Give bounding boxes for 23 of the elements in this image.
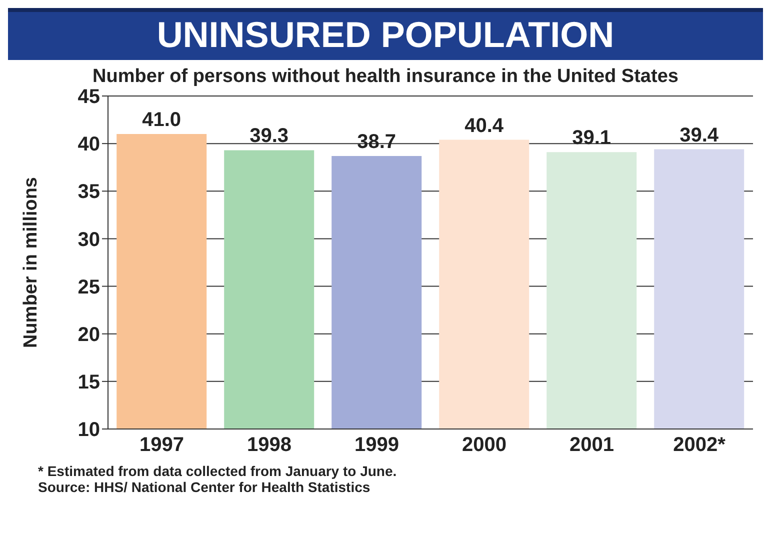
- chart-title: UNINSURED POPULATION: [8, 8, 763, 60]
- x-tick-label: 2001: [570, 434, 614, 456]
- x-tick-label: 2000: [462, 434, 506, 456]
- y-tick-label: 25: [78, 276, 100, 298]
- data-label: 41.0: [142, 109, 182, 132]
- text: * Estimated from data collected from January to June.: [38, 463, 398, 479]
- chart-subtitle: Number of persons without health insurance in the United States: [92, 66, 680, 88]
- y-tick-label: 35: [78, 181, 100, 204]
- y-tick-label: 40: [78, 134, 100, 156]
- x-tick-label: 1999: [354, 434, 399, 456]
- data-label: 39.4: [680, 124, 720, 146]
- y-tick-label: 30: [78, 228, 100, 251]
- x-tick-label: 1998: [247, 434, 292, 456]
- data-label: 40.4: [464, 114, 504, 137]
- y-tick-label: 15: [78, 372, 100, 394]
- y-tick-label: 10: [78, 419, 100, 442]
- data-label: 39.3: [250, 125, 289, 148]
- y-tick-label: 20: [78, 324, 100, 346]
- x-tick-label: 2002*: [673, 434, 726, 456]
- x-tick-label: 1997: [140, 434, 184, 456]
- y-tick-label: 45: [78, 86, 100, 108]
- source-note: Source: HHS/ National Center for Health Statistics: [38, 479, 372, 495]
- y-axis-title: Number in millions: [20, 176, 42, 348]
